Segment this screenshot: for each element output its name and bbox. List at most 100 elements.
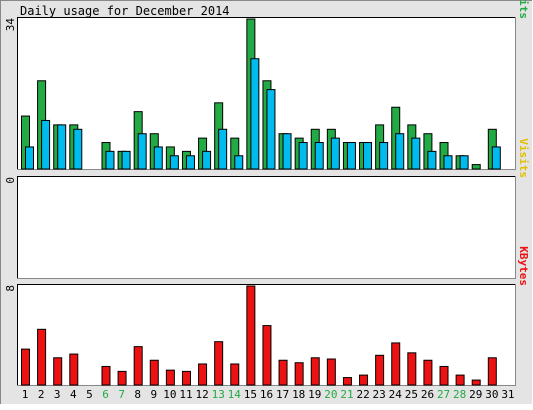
- hits-bar-day-29: [471, 164, 481, 170]
- kbytes-y-max-label: 8: [4, 285, 17, 292]
- files-bar-day-1: [25, 146, 34, 170]
- day-label-25: 25: [405, 388, 418, 401]
- kbytes-bar-day-14: [230, 363, 240, 386]
- day-label-19: 19: [308, 388, 321, 401]
- kbytes-bar-day-15: [246, 285, 256, 386]
- kbytes-bar-day-22: [359, 374, 369, 386]
- files-bar-day-3: [57, 124, 67, 170]
- day-label-4: 4: [70, 388, 77, 401]
- kbytes-right-label: KBytes: [517, 246, 530, 286]
- day-label-7: 7: [118, 388, 125, 401]
- day-label-5: 5: [86, 388, 93, 401]
- kbytes-bar-day-29: [471, 379, 481, 386]
- kbytes-bar-day-10: [165, 369, 175, 386]
- day-label-23: 23: [373, 388, 386, 401]
- day-label-8: 8: [134, 388, 141, 401]
- hits-files-panel: 34 Pages/Files/Hits: [4, 0, 530, 170]
- kbytes-bar-day-2: [37, 328, 47, 386]
- files-bar-day-13: [218, 128, 228, 170]
- files-bar-day-28: [459, 155, 469, 170]
- kbytes-bar-day-26: [423, 359, 433, 386]
- files-bar-day-26: [427, 150, 437, 170]
- files-bar-day-27: [443, 155, 453, 170]
- kbytes-panel: 8 KBytes: [4, 246, 530, 386]
- files-bar-day-11: [185, 155, 195, 170]
- day-label-26: 26: [421, 388, 434, 401]
- visits-panel: 0 Visits: [4, 138, 530, 279]
- day-label-2: 2: [38, 388, 45, 401]
- kbytes-bar-day-18: [294, 362, 304, 386]
- files-bar-day-19: [314, 142, 324, 170]
- kbytes-bar-day-28: [455, 374, 465, 386]
- day-label-17: 17: [276, 388, 289, 401]
- files-bar-day-16: [266, 89, 276, 170]
- day-label-10: 10: [163, 388, 176, 401]
- day-label-31: 31: [501, 388, 514, 401]
- kbytes-bar-day-27: [439, 365, 449, 386]
- kbytes-bar-day-6: [101, 365, 111, 386]
- day-label-14: 14: [228, 388, 242, 401]
- files-bar-day-30: [491, 146, 501, 170]
- visits-y-max-label: 0: [4, 177, 17, 184]
- kbytes-bar-day-3: [53, 357, 63, 386]
- kbytes-bar-day-9: [149, 359, 159, 386]
- files-bar-day-25: [411, 137, 421, 170]
- kbytes-bar-day-4: [69, 353, 79, 386]
- kbytes-bar-day-17: [278, 359, 288, 386]
- day-label-15: 15: [244, 388, 257, 401]
- kbytes-bar-day-16: [262, 325, 272, 386]
- visits-right-label: Visits: [517, 138, 530, 178]
- kbytes-bar-day-23: [375, 354, 385, 386]
- kbytes-bar-day-7: [117, 370, 127, 386]
- day-label-3: 3: [54, 388, 61, 401]
- files-bar-day-2: [41, 119, 51, 170]
- hits-files-y-max-label: 34: [4, 18, 17, 32]
- day-label-24: 24: [389, 388, 403, 401]
- day-label-29: 29: [469, 388, 482, 401]
- files-bar-day-23: [379, 142, 389, 170]
- files-bar-day-9: [153, 146, 163, 170]
- files-bar-day-4: [73, 128, 83, 170]
- hits-files-right-label: Pages/Files/Hits: [517, 0, 530, 19]
- day-label-30: 30: [485, 388, 498, 401]
- day-label-13: 13: [212, 388, 225, 401]
- day-label-18: 18: [292, 388, 305, 401]
- kbytes-right-label-part: KBytes: [517, 246, 530, 286]
- files-bar-day-22: [363, 142, 373, 170]
- day-label-20: 20: [324, 388, 337, 401]
- day-label-1: 1: [22, 388, 29, 401]
- day-label-27: 27: [437, 388, 450, 401]
- kbytes-bar-day-19: [310, 357, 320, 386]
- day-label-28: 28: [453, 388, 466, 401]
- day-label-9: 9: [151, 388, 158, 401]
- kbytes-bar-day-20: [326, 358, 336, 386]
- files-bar-day-24: [395, 133, 405, 170]
- files-bar-day-21: [346, 142, 356, 170]
- files-bar-day-6: [105, 150, 115, 170]
- kbytes-bar-day-21: [342, 377, 352, 386]
- files-bar-day-18: [298, 142, 308, 170]
- day-axis-labels: 1 2 3 4 5 6 7 8 9 10 11 12 13 14 15 16 17 18 19 20 21 22 23 24 2…: [22, 388, 515, 401]
- kbytes-bar-day-25: [407, 352, 417, 386]
- kbytes-bar-day-8: [133, 346, 143, 386]
- visits-plot-area: [17, 176, 516, 279]
- chart-title: Daily usage for December 2014: [20, 4, 230, 18]
- day-label-21: 21: [340, 388, 353, 401]
- files-bar-day-14: [234, 155, 244, 170]
- files-bar-day-17: [282, 133, 292, 170]
- files-bar-day-7: [121, 150, 131, 170]
- kbytes-bar-day-11: [181, 370, 191, 386]
- kbytes-bar-day-30: [487, 357, 497, 386]
- files-bar-day-10: [169, 155, 179, 170]
- files-bar-day-8: [137, 133, 147, 170]
- day-label-6: 6: [102, 388, 109, 401]
- kbytes-bar-day-1: [21, 348, 30, 386]
- kbytes-bar-day-13: [214, 341, 224, 386]
- files-bar-day-20: [330, 137, 340, 170]
- visits-right-label-part: Visits: [517, 138, 530, 178]
- day-label-22: 22: [356, 388, 369, 401]
- day-label-11: 11: [179, 388, 192, 401]
- files-bar-day-15: [250, 58, 260, 170]
